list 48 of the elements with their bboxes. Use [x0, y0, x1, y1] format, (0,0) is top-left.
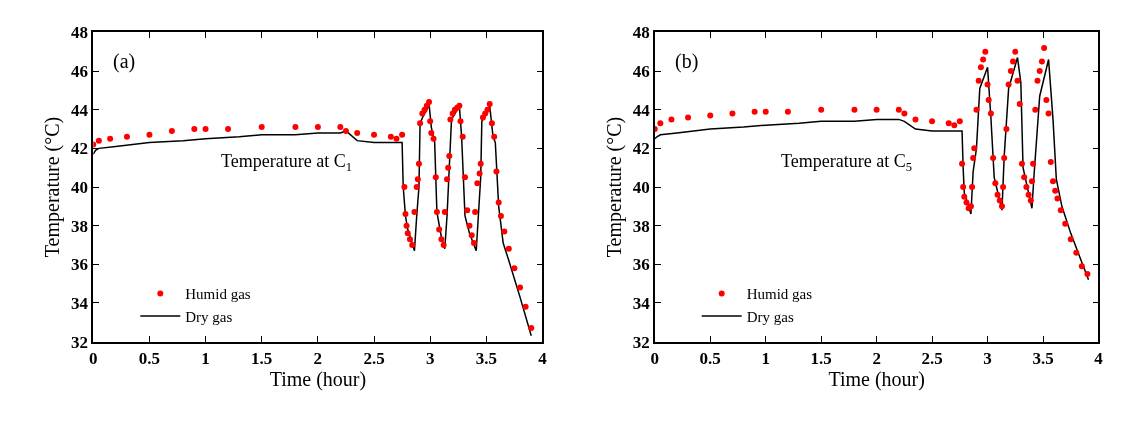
x-tick-label: 4 [1094, 348, 1104, 368]
x-axis-title: Time (hour) [269, 367, 367, 391]
legend-label: Humid gas [185, 286, 251, 303]
legend-label: Dry gas [185, 308, 233, 325]
y-axis-title: Temperature (°C) [41, 116, 65, 258]
y-tick-label: 48 [71, 23, 89, 43]
y-tick-label: 36 [71, 255, 89, 275]
x-tick-label: 2.5 [363, 348, 385, 368]
x-tick-label: 1.5 [810, 348, 832, 368]
x-tick-label: 0 [89, 348, 98, 368]
x-tick-label: 0 [650, 348, 660, 368]
x-tick-label: 3 [425, 348, 435, 368]
legend-label: Dry gas [746, 308, 794, 325]
y-tick-label: 34 [71, 293, 89, 313]
annotation: (b) [675, 50, 699, 73]
annotation: Temperature at C$_{5}$ [781, 151, 912, 174]
x-tick-label: 1 [201, 348, 210, 368]
y-tick-label: 44 [71, 100, 89, 120]
x-tick-label: 0.5 [699, 348, 721, 368]
x-tick-label: 1 [761, 348, 770, 368]
annotation: (a) [113, 50, 136, 73]
legend-label: Humid gas [746, 286, 813, 303]
x-tick-label: 2.5 [921, 348, 943, 368]
x-tick-label: 2 [872, 348, 881, 368]
y-tick-label: 40 [632, 177, 650, 197]
y-tick-label: 42 [71, 139, 89, 159]
x-tick-label: 4 [538, 348, 548, 368]
x-tick-label: 3.5 [475, 348, 497, 368]
y-tick-label: 46 [632, 62, 650, 82]
y-tick-label: 46 [71, 62, 89, 82]
y-tick-label: 34 [632, 293, 651, 313]
y-tick-label: 38 [632, 216, 650, 236]
y-tick-label: 38 [71, 216, 89, 236]
x-tick-label: 3.5 [1032, 348, 1054, 368]
x-tick-label: 2 [313, 348, 323, 368]
annotation: Temperature at C$_{1}$ [221, 151, 352, 174]
x-tick-label: 1.5 [251, 348, 273, 368]
y-tick-label: 32 [632, 332, 650, 352]
x-tick-label: 3 [983, 348, 992, 368]
y-tick-label: 48 [632, 23, 650, 43]
y-tick-label: 44 [632, 100, 651, 120]
x-axis-title: Time (hour) [828, 367, 925, 391]
y-tick-label: 40 [71, 177, 89, 197]
y-tick-label: 36 [632, 255, 650, 275]
x-tick-label: 0.5 [138, 348, 161, 368]
y-axis-title: Temperature (°C) [602, 116, 626, 258]
y-tick-label: 42 [632, 139, 650, 159]
y-tick-label: 32 [71, 332, 89, 352]
